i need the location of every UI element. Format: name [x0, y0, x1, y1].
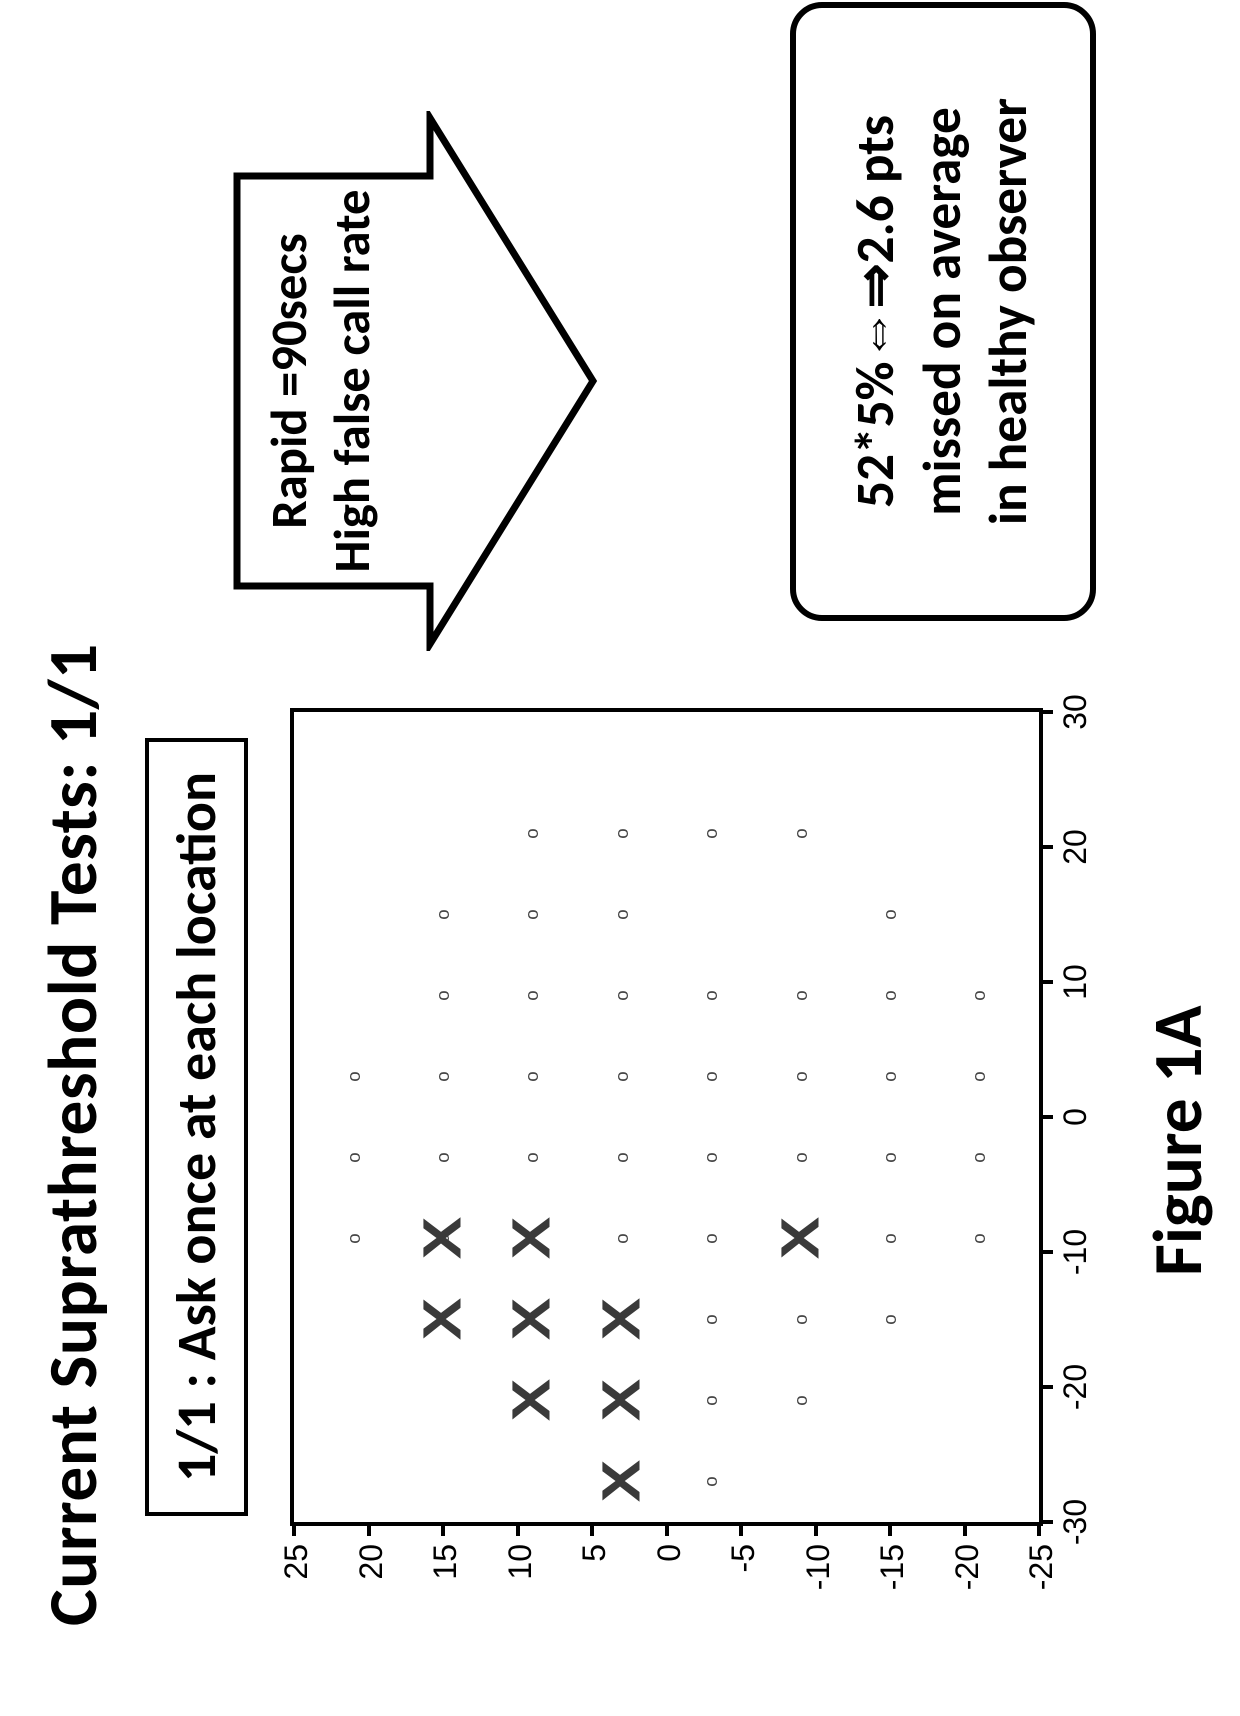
missed-point: X [591, 1379, 652, 1422]
seen-point: o [700, 1314, 722, 1324]
y-tick-label: 10 [502, 1544, 539, 1624]
seen-point: o [790, 1152, 812, 1162]
missed-point: X [413, 1217, 474, 1260]
seen-point: o [432, 909, 454, 919]
seen-point: o [790, 828, 812, 838]
seen-point: o [879, 1071, 901, 1081]
seen-point: o [879, 909, 901, 919]
seen-point: o [611, 1233, 633, 1243]
seen-point: o [343, 1233, 365, 1243]
seen-point: o [521, 990, 543, 1000]
x-tick-label: 20 [1057, 807, 1094, 887]
seen-point: o [790, 1395, 812, 1405]
seen-point: o [611, 828, 633, 838]
y-tick-label: 0 [651, 1544, 688, 1624]
seen-point: o [343, 1152, 365, 1162]
x-tick-label: -10 [1057, 1212, 1094, 1292]
seen-point: o [700, 1233, 722, 1243]
missed-point: X [591, 1298, 652, 1341]
y-tick-label: -10 [800, 1544, 837, 1624]
y-tick-label: 5 [576, 1544, 613, 1624]
x-tick-label: -20 [1057, 1347, 1094, 1427]
y-tick-label: 25 [278, 1544, 315, 1624]
seen-point: o [432, 990, 454, 1000]
figure-label: Figure 1A [1135, 1005, 1220, 1276]
x-tick-label: 30 [1057, 672, 1094, 752]
x-tick-label: 10 [1057, 942, 1094, 1022]
y-tick-label: -20 [949, 1544, 986, 1624]
seen-point: o [700, 1071, 722, 1081]
seen-point: o [968, 1071, 990, 1081]
seen-point: o [521, 1152, 543, 1162]
missed-point: X [502, 1298, 563, 1341]
missed-point: X [502, 1217, 563, 1260]
seen-point: o [968, 1152, 990, 1162]
seen-point: o [968, 990, 990, 1000]
seen-point: o [790, 1071, 812, 1081]
seen-point: o [432, 1071, 454, 1081]
seen-point: o [879, 1152, 901, 1162]
seen-point: o [790, 1314, 812, 1324]
seen-point: o [611, 1071, 633, 1081]
seen-point: o [879, 990, 901, 1000]
seen-point: o [611, 990, 633, 1000]
y-tick-label: -25 [1023, 1544, 1060, 1624]
y-tick-label: 15 [427, 1544, 464, 1624]
missed-point: X [502, 1379, 563, 1422]
seen-point: o [611, 1152, 633, 1162]
y-tick-label: -5 [725, 1544, 762, 1624]
seen-point: o [700, 1395, 722, 1405]
seen-point: o [879, 1233, 901, 1243]
seen-point: o [790, 990, 812, 1000]
missed-point: X [591, 1460, 652, 1503]
y-tick-label: 20 [353, 1544, 390, 1624]
down-arrow: Rapid =90secsHigh false call rate [230, 111, 600, 651]
seen-point: o [343, 1071, 365, 1081]
page-title: Current Suprathreshold Tests: 1/1 [30, 643, 115, 1626]
x-tick-label: 0 [1057, 1077, 1094, 1157]
seen-point: o [968, 1233, 990, 1243]
arrow-text: Rapid =90secsHigh false call rate [258, 111, 385, 651]
seen-point: o [700, 1152, 722, 1162]
seen-point: o [521, 909, 543, 919]
seen-point: o [879, 1314, 901, 1324]
seen-point: o [521, 828, 543, 838]
subtitle-box: 1/1 : Ask once at each location [145, 738, 248, 1516]
seen-point: o [700, 828, 722, 838]
visual-field-plot: -25-20-15-10-50510152025-30-20-100102030… [290, 708, 1043, 1526]
missed-point: X [770, 1217, 831, 1260]
seen-point: o [432, 1152, 454, 1162]
seen-point: o [700, 990, 722, 1000]
missed-point: X [413, 1298, 474, 1341]
seen-point: o [611, 909, 633, 919]
seen-point: o [521, 1071, 543, 1081]
x-tick-label: -30 [1057, 1482, 1094, 1562]
callout-box: 52*5%⇔⇒2.6 ptsmissed on averagein health… [790, 2, 1096, 621]
y-tick-label: -15 [874, 1544, 911, 1624]
seen-point: o [700, 1476, 722, 1486]
